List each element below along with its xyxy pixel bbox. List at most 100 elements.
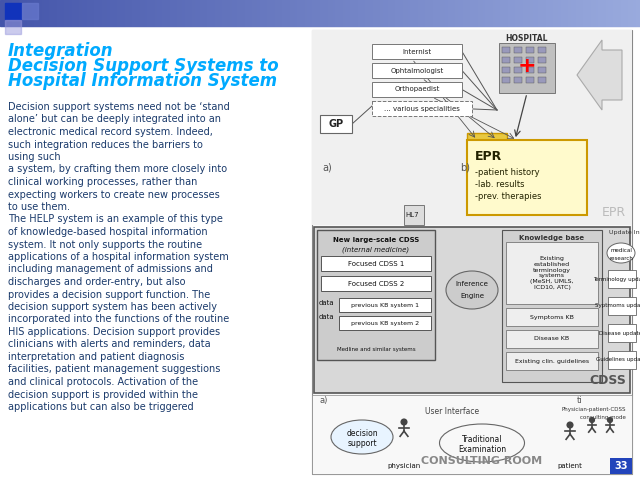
Text: Decision support systems need not be ‘stand: Decision support systems need not be ‘st… [8,102,230,112]
Bar [279,0,280,26]
Bar [105,0,106,26]
Bar [547,0,548,26]
Bar [106,0,107,26]
Bar [95,0,96,26]
Bar [136,0,137,26]
Bar [489,0,490,26]
Bar [120,0,121,26]
Bar [129,0,130,26]
Bar [568,0,569,26]
Ellipse shape [446,271,498,309]
Bar [116,0,117,26]
Bar [381,0,382,26]
Bar [386,0,387,26]
Bar [491,0,492,26]
Bar [128,0,129,26]
Bar [1,0,2,26]
Text: clinicians with alerts and reminders, data: clinicians with alerts and reminders, da… [8,339,211,349]
Bar [485,0,486,26]
Bar [6,0,7,26]
Bar [499,43,555,93]
Bar [584,0,585,26]
Bar [96,0,97,26]
Bar [86,0,87,26]
Bar [422,0,423,26]
Bar [173,0,174,26]
Bar [0,0,1,26]
Bar [15,0,16,26]
Bar [60,0,61,26]
Bar [260,0,261,26]
Bar [178,0,179,26]
Bar [226,0,227,26]
Bar [541,0,542,26]
Bar [335,0,336,26]
Bar [13,0,14,26]
Bar [608,351,636,369]
Bar [510,0,511,26]
Bar [307,0,308,26]
Text: facilities, patient management suggestions: facilities, patient management suggestio… [8,364,220,374]
Bar [542,0,543,26]
Bar [2,0,3,26]
Bar [144,0,145,26]
Bar [461,0,462,26]
Bar [83,0,84,26]
Bar [432,0,433,26]
Bar [624,0,625,26]
Bar [406,0,407,26]
Bar [251,0,252,26]
Bar [234,0,235,26]
Text: New large-scale CDSS: New large-scale CDSS [333,237,419,243]
Bar [28,0,29,26]
Bar [22,0,23,26]
Bar [607,0,608,26]
Bar [438,0,439,26]
Bar [502,67,510,73]
Bar [426,0,427,26]
Bar [608,0,609,26]
Bar [281,0,282,26]
Bar [233,0,234,26]
Bar [112,0,113,26]
Bar [31,0,32,26]
Bar [467,0,468,26]
Text: discharges and order-entry, but also: discharges and order-entry, but also [8,277,186,287]
Bar [16,0,17,26]
Ellipse shape [331,420,393,454]
Text: Focused CDSS 1: Focused CDSS 1 [348,261,404,266]
Bar [604,0,605,26]
Bar [502,230,602,382]
Bar [183,0,184,26]
Bar [76,0,77,26]
Bar [26,0,27,26]
Bar [371,0,372,26]
Bar [380,0,381,26]
Bar [237,0,238,26]
Text: Disease updates: Disease updates [599,331,640,336]
Bar [423,0,424,26]
Bar [324,0,325,26]
Bar [424,0,425,26]
Bar [192,0,193,26]
Bar [588,0,589,26]
Bar [608,324,636,342]
Bar [561,0,562,26]
Bar [526,47,534,53]
Bar [303,0,304,26]
Bar [454,0,455,26]
Bar [378,0,379,26]
Bar [594,0,595,26]
Bar [554,0,555,26]
Bar [564,0,565,26]
Bar [201,0,202,26]
Text: Ophtalmologist: Ophtalmologist [390,68,444,73]
Text: research: research [609,256,633,262]
Bar [255,0,256,26]
Bar [514,57,522,63]
Bar [595,0,596,26]
Bar [311,0,312,26]
Bar [115,0,116,26]
Bar [158,0,159,26]
Bar [533,0,534,26]
